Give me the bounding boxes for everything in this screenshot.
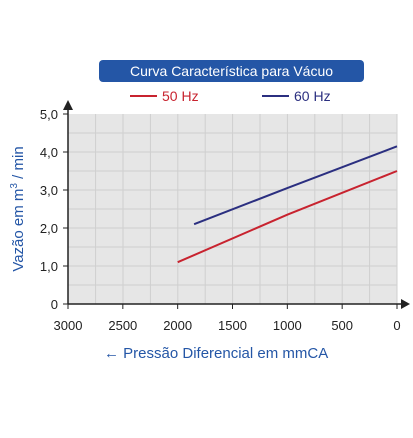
x-axis-arrowhead (401, 299, 410, 309)
y-axis-arrowhead (63, 100, 73, 110)
series-line-2 (193, 145, 398, 226)
tick-labels: 3000 2500 2000 1500 1000 500 0 0 1,0 2,0 3,0 4,0 5,0 (40, 107, 401, 333)
y-tick-label: 2,0 (40, 221, 58, 236)
x-axis-label: ← Pressão Diferencial em mmCA (104, 345, 328, 362)
y-axis-label: Vazão em m3 / min (9, 146, 27, 271)
legend-label-2: 60 Hz (294, 88, 331, 104)
series-group (177, 145, 398, 264)
y-tick-label: 4,0 (40, 145, 58, 160)
grid (68, 114, 398, 305)
y-tick-label: 1,0 (40, 259, 58, 274)
chart-title: Curva Característica para Vácuo (99, 60, 364, 82)
x-tick-label: 3000 (54, 318, 83, 333)
y-tick-label: 5,0 (40, 107, 58, 122)
y-axis-label-part-2: 3 (9, 183, 20, 189)
x-axis-label-text: Pressão Diferencial em mmCA (123, 345, 328, 362)
x-tick-label: 0 (393, 318, 400, 333)
x-tick-label: 1000 (273, 318, 302, 333)
x-tick-label: 2500 (108, 318, 137, 333)
legend-label-1: 50 Hz (162, 88, 199, 104)
y-axis-label-part-1: Vazão em m (10, 189, 27, 272)
series-line-1 (177, 170, 398, 264)
legend: 50 Hz 60 Hz (130, 88, 331, 104)
x-tick-label: 1500 (218, 318, 247, 333)
y-axis-label-part-3: / min (10, 146, 27, 183)
axes (63, 100, 410, 309)
x-axis-arrow-icon: ← (104, 345, 123, 362)
y-tick-label: 3,0 (40, 183, 58, 198)
x-tick-label: 2000 (163, 318, 192, 333)
y-tick-label: 0 (51, 297, 58, 312)
x-tick-label: 500 (331, 318, 353, 333)
